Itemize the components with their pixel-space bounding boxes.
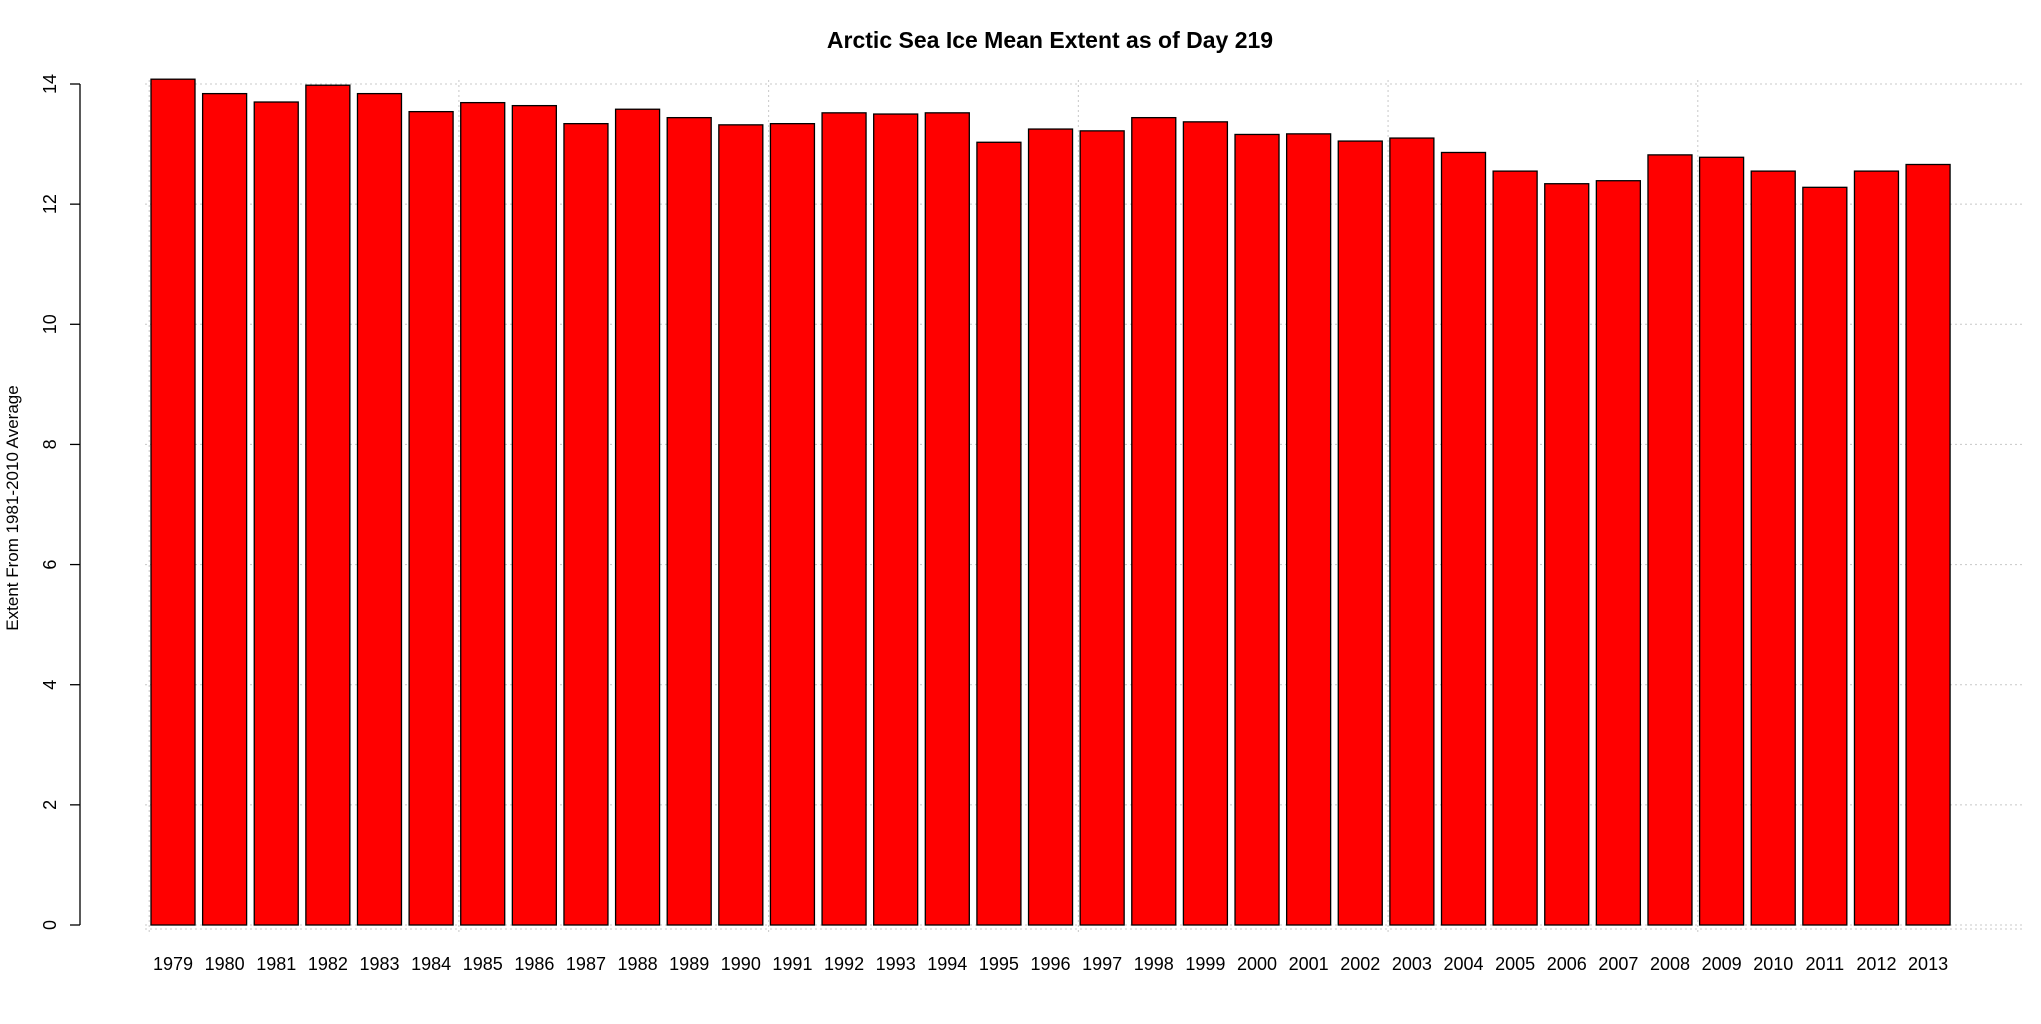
x-tick-label: 1991 (772, 954, 812, 974)
x-tick-label: 1987 (566, 954, 606, 974)
bar-1988 (614, 108, 661, 926)
x-tick-label: 2012 (1856, 954, 1896, 974)
x-tick-label: 2009 (1702, 954, 1742, 974)
bar-2006 (1544, 183, 1590, 926)
bar-2003 (1389, 137, 1435, 926)
x-tick-label: 1985 (463, 954, 503, 974)
bar-1990 (718, 124, 764, 926)
x-tick-label: 2007 (1598, 954, 1638, 974)
x-tick-label: 1990 (721, 954, 761, 974)
y-tick-label: 14 (40, 74, 60, 94)
bar-2001 (1285, 133, 1332, 926)
x-tick-label: 2000 (1237, 954, 1277, 974)
bar-1991 (769, 122, 816, 926)
bar-1987 (563, 122, 609, 926)
bar-1981 (253, 101, 299, 926)
x-axis-labels: 1979 1980 1981 1982 1983 1984 1985 1986 1987 1988… (153, 954, 1948, 974)
bar-2012 (1853, 170, 1900, 926)
y-tick-label: 4 (40, 680, 60, 690)
y-tick-label: 6 (40, 560, 60, 570)
bar-1998 (1131, 116, 1177, 926)
bar-1995 (976, 141, 1022, 926)
y-tick-label: 10 (40, 314, 60, 334)
x-tick-label: 1983 (359, 954, 399, 974)
x-tick-label: 1996 (1031, 954, 1071, 974)
x-tick-label: 1980 (205, 954, 245, 974)
bar-1985 (460, 101, 506, 926)
x-tick-label: 1984 (411, 954, 451, 974)
x-tick-label: 1982 (308, 954, 348, 974)
x-tick-label: 1989 (669, 954, 709, 974)
y-tick-label: 12 (40, 194, 60, 214)
bar-2011 (1802, 186, 1848, 926)
bar-1994 (924, 112, 970, 926)
x-tick-label: 2011 (1805, 954, 1844, 974)
bar-2000 (1234, 133, 1280, 926)
bar-2013 (1905, 163, 1951, 926)
bar-1986 (511, 104, 557, 926)
bar-2004 (1440, 151, 1487, 926)
x-tick-label: 2006 (1547, 954, 1587, 974)
bar-2009 (1698, 156, 1745, 926)
x-tick-label: 1997 (1082, 954, 1122, 974)
bar-2010 (1750, 170, 1796, 926)
bars (150, 78, 1951, 926)
x-tick-label: 1981 (256, 954, 296, 974)
x-tick-label: 1998 (1134, 954, 1174, 974)
y-tick-label: 0 (40, 920, 60, 930)
bar-2002 (1337, 140, 1383, 926)
bar-1980 (201, 92, 248, 926)
x-tick-label: 1994 (927, 954, 967, 974)
y-axis-label: Extent From 1981-2010 Average (3, 385, 22, 630)
bar-1996 (1027, 128, 1074, 926)
bar-2008 (1647, 154, 1693, 926)
x-tick-label: 2008 (1650, 954, 1690, 974)
x-tick-label: 1993 (876, 954, 916, 974)
bar-1983 (356, 92, 403, 926)
x-tick-label: 1979 (153, 954, 193, 974)
x-tick-label: 1988 (618, 954, 658, 974)
x-tick-label: 2004 (1443, 954, 1483, 974)
x-tick-label: 2003 (1392, 954, 1432, 974)
bar-1997 (1079, 130, 1125, 926)
x-tick-label: 2013 (1908, 954, 1948, 974)
x-tick-label: 1992 (824, 954, 864, 974)
x-tick-label: 1995 (979, 954, 1019, 974)
x-tick-label: 1986 (514, 954, 554, 974)
bar-1982 (305, 84, 351, 926)
y-tick-label: 8 (40, 439, 60, 449)
x-tick-label: 2010 (1753, 954, 1793, 974)
bar-1979 (150, 78, 196, 926)
bar-1993 (873, 113, 919, 926)
x-tick-label: 1999 (1185, 954, 1225, 974)
x-tick-label: 2001 (1289, 954, 1329, 974)
x-tick-label: 2002 (1340, 954, 1380, 974)
bar-1992 (821, 112, 867, 926)
bar-1984 (408, 110, 454, 926)
bar-2005 (1492, 170, 1538, 926)
x-tick-label: 2005 (1495, 954, 1535, 974)
y-tick-label: 2 (40, 800, 60, 810)
chart-title: Arctic Sea Ice Mean Extent as of Day 219 (827, 27, 1273, 53)
bar-1999 (1182, 121, 1229, 926)
bar-2007 (1595, 180, 1642, 926)
bar-1989 (666, 116, 712, 926)
y-axis: 0 2 4 6 8 10 12 14 (40, 74, 81, 930)
